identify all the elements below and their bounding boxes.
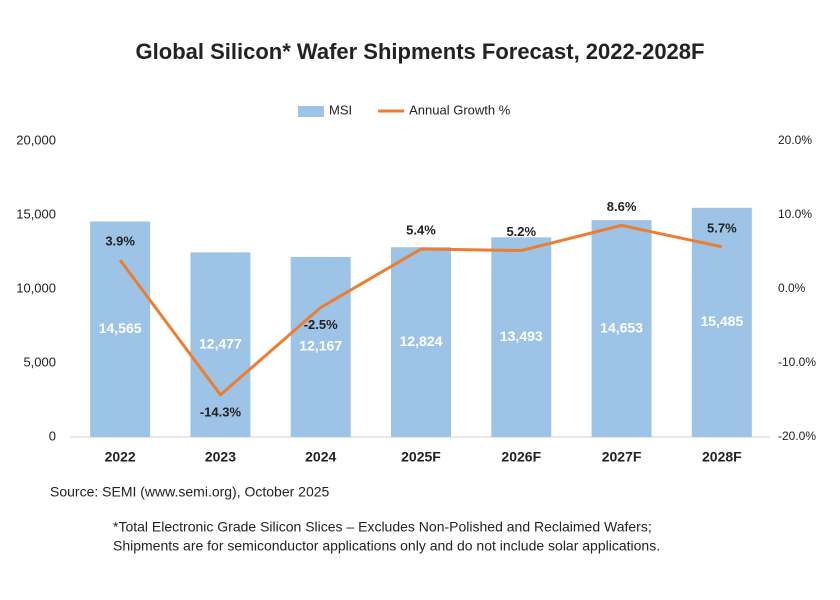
- bar-value-label: 14,565: [99, 320, 142, 336]
- bar: [190, 252, 251, 437]
- line-value-label: -2.5%: [304, 317, 338, 332]
- line-value-label: -14.3%: [200, 404, 242, 419]
- y-tick-label: 20,000: [16, 132, 56, 147]
- source: Source: SEMI (www.semi.org), October 202…: [50, 484, 330, 500]
- line-value-label: 8.6%: [607, 199, 637, 214]
- legend-label: Annual Growth %: [409, 102, 511, 117]
- y2-tick-label: 20.0%: [778, 133, 812, 147]
- y2-tick-label: -20.0%: [778, 429, 816, 443]
- y-tick-label: 10,000: [16, 280, 56, 295]
- bar-value-label: 12,824: [400, 333, 443, 349]
- x-tick-label: 2028F: [702, 449, 742, 465]
- bar: [90, 221, 151, 437]
- legend-label: MSI: [329, 102, 352, 117]
- chart-title: Global Silicon* Wafer Shipments Forecast…: [136, 39, 705, 64]
- x-tick-label: 2023: [205, 449, 236, 465]
- y-tick-label: 15,000: [16, 206, 56, 221]
- footnote: Shipments are for semiconductor applicat…: [113, 538, 660, 554]
- line-value-label: 5.4%: [406, 222, 436, 237]
- bar-value-label: 15,485: [700, 313, 743, 329]
- bar-value-label: 14,653: [600, 319, 643, 335]
- line: [118, 223, 723, 397]
- legend-swatch: [298, 106, 324, 117]
- bar-value-label: 13,493: [500, 328, 543, 344]
- y2-tick-label: 10.0%: [778, 207, 812, 221]
- y2-tick-label: 0.0%: [778, 281, 806, 295]
- line-value-label: 5.2%: [506, 224, 536, 239]
- x-tick-label: 2026F: [501, 449, 541, 465]
- line-value-label: 5.7%: [707, 220, 737, 235]
- x-tick-label: 2027F: [602, 449, 642, 465]
- y-tick-label: 0: [49, 428, 56, 443]
- bar: [391, 247, 451, 437]
- bar: [491, 237, 552, 437]
- y2-tick-label: -10.0%: [778, 355, 816, 369]
- y-tick-label: 5,000: [23, 354, 56, 369]
- line-value-label: 3.9%: [105, 234, 135, 249]
- footnote: *Total Electronic Grade Silicon Slices –…: [113, 519, 652, 535]
- x-tick-label: 2024: [305, 449, 336, 465]
- bar-value-label: 12,167: [299, 338, 342, 354]
- bar-value-label: 12,477: [199, 335, 242, 351]
- x-tick-label: 2025F: [401, 449, 441, 465]
- x-tick-label: 2022: [105, 449, 136, 465]
- bar: [290, 256, 351, 437]
- bar: [591, 220, 652, 437]
